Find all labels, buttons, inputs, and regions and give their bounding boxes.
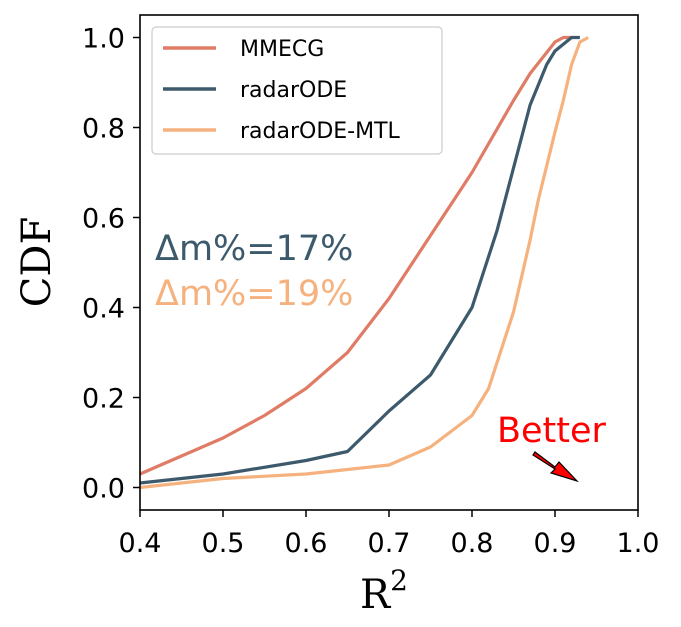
x-axis-label-base: R — [360, 572, 392, 618]
x-tick-label: 0.9 — [534, 528, 577, 559]
x-tick-label: 0.5 — [202, 528, 245, 559]
legend: MMECG radarODE radarODE-MTL — [151, 26, 443, 155]
y-tick-label: 0.8 — [82, 114, 125, 145]
delta-m-radarode-mtl-annotation: Δm%=19% — [155, 274, 353, 314]
y-tick-label: 0.4 — [82, 294, 125, 325]
legend-label: radarODE — [240, 78, 347, 103]
legend-label: MMECG — [240, 37, 324, 62]
plot-frame — [139, 14, 639, 511]
series-line-mmecg — [139, 35, 572, 476]
x-tick-label: 0.4 — [119, 528, 162, 559]
y-axis-label: CDF — [14, 217, 60, 307]
series-line-radarode-mtl — [139, 36, 589, 490]
x-tick-label: 0.8 — [451, 528, 494, 559]
legend-box — [151, 26, 443, 155]
x-axis-label-superscript: 2 — [390, 564, 408, 597]
x-tick-label: 0.7 — [368, 528, 411, 559]
legend-label: radarODE-MTL — [240, 119, 401, 144]
better-annotation: Better — [497, 411, 607, 451]
x-tick-label: 0.6 — [285, 528, 328, 559]
y-tick-label: 0.6 — [82, 204, 125, 235]
axis-ticks: 0.4 0.5 0.6 0.7 0.8 0.9 1.0 0.0 0.2 0.4 0.6 0.8 1.0 — [82, 24, 659, 560]
y-tick-label: 1.0 — [82, 24, 125, 55]
better-arrow-icon — [532, 451, 580, 483]
series-layer — [139, 35, 589, 490]
x-tick-label: 1.0 — [617, 528, 660, 559]
y-tick-label: 0.0 — [82, 474, 125, 505]
delta-m-radarode-annotation: Δm%=17% — [155, 229, 353, 269]
x-axis-label: R2 — [360, 564, 408, 618]
y-tick-label: 0.2 — [82, 384, 125, 415]
series-line-radarode — [139, 35, 580, 485]
